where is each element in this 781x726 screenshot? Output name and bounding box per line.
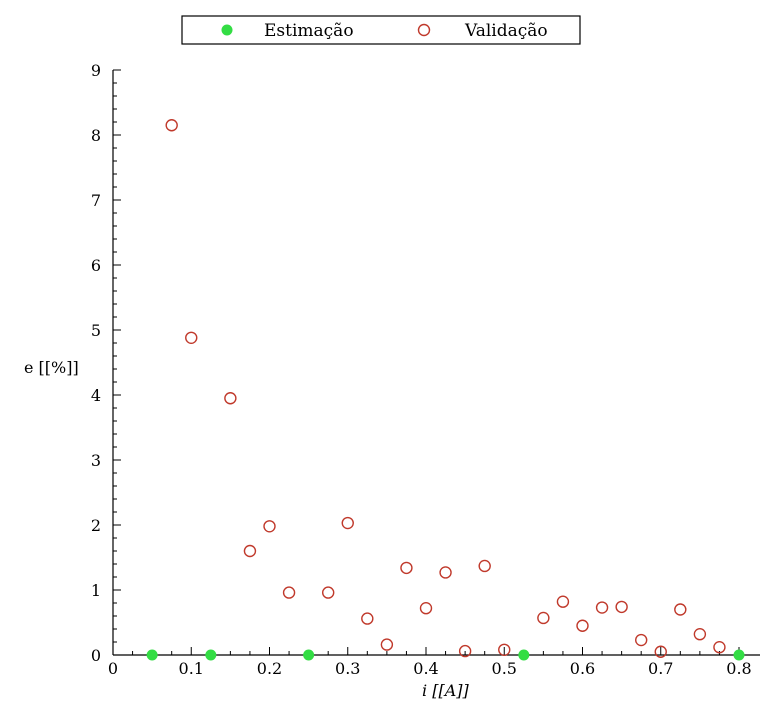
estimacao-point	[303, 649, 315, 661]
y-axis-label: e [[%]]	[24, 358, 79, 377]
legend-marker-estimacao	[221, 24, 233, 36]
validacao-point	[341, 516, 354, 530]
validacao-point	[537, 611, 550, 625]
data-points	[146, 119, 745, 661]
validacao-point	[165, 119, 178, 132]
validacao-point	[615, 600, 628, 614]
legend-marker-validacao	[417, 23, 431, 37]
x-tick-label: 0.2	[257, 659, 282, 678]
validacao-point	[439, 566, 452, 579]
x-tick-label: 0.4	[413, 659, 438, 678]
validacao-point	[321, 586, 335, 599]
estimacao-point	[518, 649, 530, 661]
x-tick-label: 0.7	[648, 659, 673, 678]
validacao-point	[634, 633, 648, 647]
x-tick-label: 0.6	[570, 659, 595, 678]
ticks	[112, 69, 740, 656]
y-tick-label: 3	[91, 451, 101, 470]
validacao-point	[419, 602, 433, 615]
y-tick-label: 8	[91, 126, 101, 145]
validacao-point	[498, 643, 511, 656]
validacao-point	[674, 603, 687, 616]
validacao-point	[595, 601, 609, 614]
y-tick-label: 5	[91, 321, 101, 340]
x-tick-label: 0.1	[179, 659, 204, 678]
x-tick-label: 0.5	[492, 659, 517, 678]
validacao-point	[478, 559, 491, 573]
y-tick-label: 6	[91, 256, 101, 275]
validacao-point	[693, 628, 707, 641]
y-tick-label: 7	[91, 191, 101, 210]
validacao-point	[380, 638, 394, 651]
x-axis-label: i [[A]]	[422, 681, 469, 700]
axes	[112, 70, 760, 656]
validacao-point	[185, 331, 198, 344]
x-tick-label: 0	[108, 659, 118, 678]
validacao-point	[243, 544, 257, 558]
legend-label-validacao: Validação	[464, 21, 548, 41]
validacao-point	[556, 595, 570, 608]
validacao-point	[361, 612, 374, 625]
estimacao-point	[146, 649, 158, 661]
y-tick-label: 2	[91, 516, 101, 535]
validacao-point	[400, 561, 413, 575]
validacao-point	[458, 644, 472, 658]
x-tick-label: 0.8	[726, 659, 751, 678]
validacao-point	[713, 641, 726, 654]
y-tick-label: 9	[91, 61, 101, 80]
y-tick-label: 4	[91, 386, 101, 405]
validacao-point	[576, 619, 589, 632]
validacao-point	[282, 586, 296, 599]
legend-box	[181, 15, 581, 45]
validacao-point	[263, 520, 276, 533]
estimacao-point	[733, 649, 745, 661]
x-tick-label: 0.3	[335, 659, 360, 678]
legend-label-estimacao: Estimação	[264, 21, 354, 41]
tick-labels: 0 0.1 0.2 0.3 0.4 0.5 0.6 0.7 0.8 0 1 2 3 4 5 6 7 8 9	[91, 61, 752, 678]
y-tick-label: 0	[91, 646, 101, 665]
validacao-point	[654, 645, 667, 658]
y-tick-label: 1	[91, 581, 101, 600]
estimacao-point	[205, 649, 217, 661]
legend: Estimação Validação	[181, 15, 581, 45]
validacao-point	[224, 392, 237, 405]
